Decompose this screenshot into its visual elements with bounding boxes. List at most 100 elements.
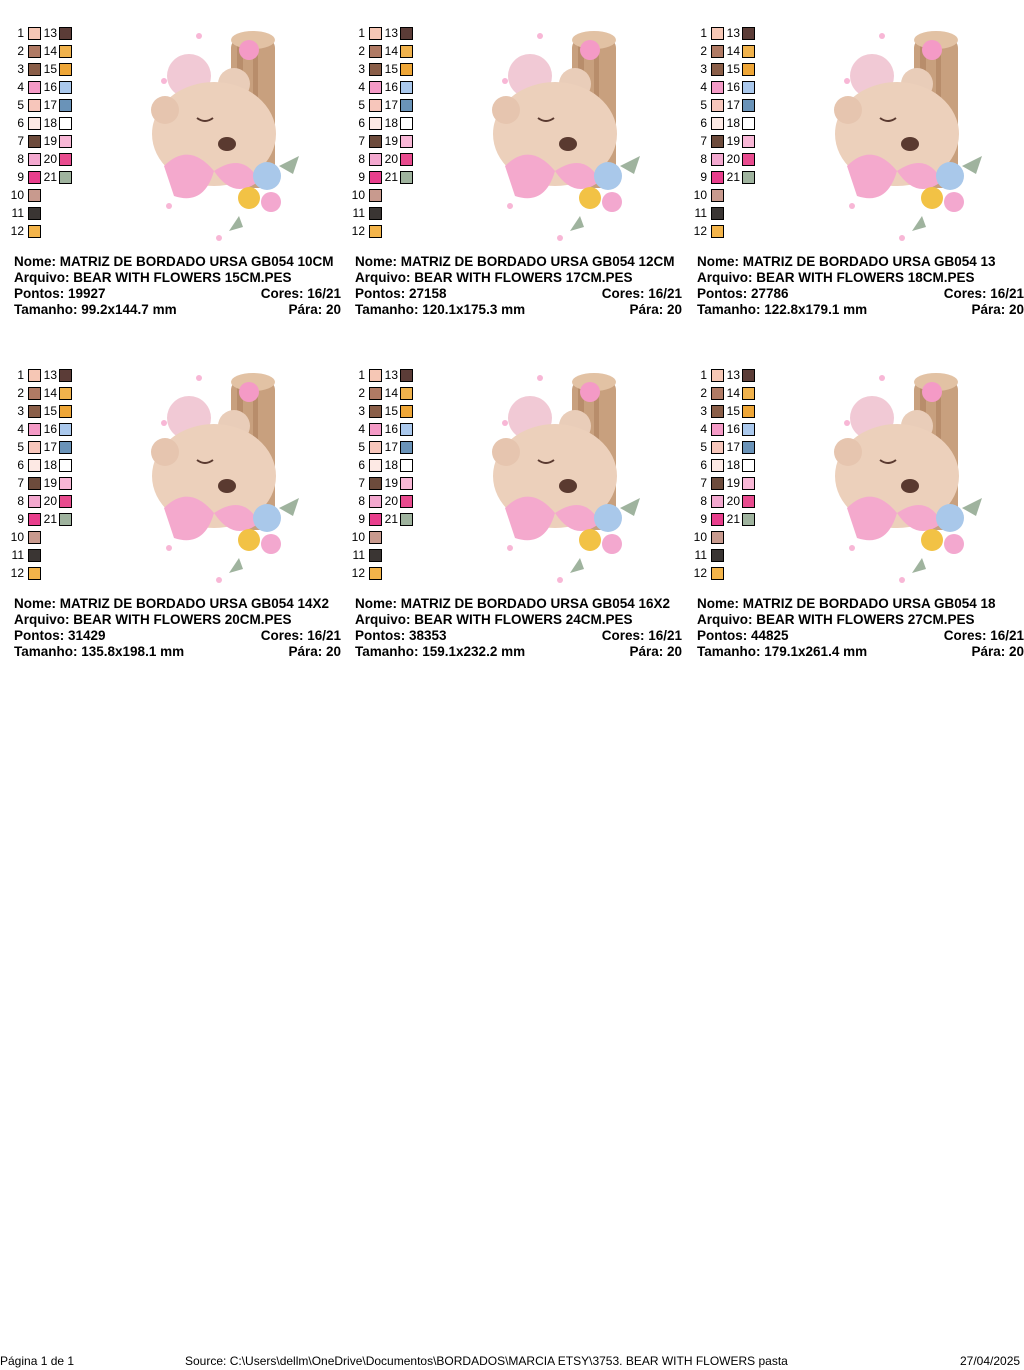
legend-number: 20 <box>384 494 398 508</box>
legend-number: 18 <box>43 458 57 472</box>
design-file: Arquivo: BEAR WITH FLOWERS 15CM.PES <box>14 270 292 285</box>
color-swatch <box>28 207 41 220</box>
info-line: Arquivo: BEAR WITH FLOWERS 20CM.PES <box>14 612 356 628</box>
legend-number: 5 <box>700 98 707 112</box>
color-swatch <box>711 549 724 562</box>
color-swatch <box>59 513 72 526</box>
color-swatch <box>742 27 755 40</box>
color-swatch <box>742 369 755 382</box>
legend-number: 6 <box>700 116 707 130</box>
design-card: 1 2 3 4 5 6 7 8 9 10 11 12 13 14 15 16 17 18 19 20 21 Nome: … <box>352 368 697 668</box>
color-swatch <box>742 495 755 508</box>
stitch-count: Pontos: 19927 <box>14 286 106 301</box>
color-swatch <box>369 207 382 220</box>
bear-embroidery-image <box>834 31 982 241</box>
legend-number: 10 <box>10 530 24 544</box>
design-size: Tamanho: 159.1x232.2 mm <box>355 644 526 659</box>
info-line: Nome: MATRIZ DE BORDADO URSA GB054 13 <box>697 254 1024 270</box>
color-swatch <box>28 189 41 202</box>
color-swatch <box>711 153 724 166</box>
color-swatch <box>369 27 382 40</box>
color-swatch <box>711 27 724 40</box>
legend-number: 17 <box>384 440 398 454</box>
legend-number: 11 <box>694 206 707 220</box>
legend-number: 18 <box>43 116 57 130</box>
legend-number: 17 <box>43 98 57 112</box>
color-count: Cores: 16/21 <box>601 286 682 301</box>
color-swatch <box>400 405 413 418</box>
legend-number: 6 <box>358 116 365 130</box>
color-swatch <box>28 369 41 382</box>
legend-number: 8 <box>17 152 24 166</box>
design-info: Nome: MATRIZ DE BORDADO URSA GB054 14X2 A… <box>14 596 356 660</box>
info-line: Arquivo: BEAR WITH FLOWERS 27CM.PES <box>697 612 1024 628</box>
legend-number: 10 <box>693 188 707 202</box>
legend-number: 4 <box>358 80 365 94</box>
legend-number: 11 <box>352 548 365 562</box>
color-swatch <box>369 459 382 472</box>
legend-number: 12 <box>351 566 365 580</box>
color-swatch <box>400 117 413 130</box>
legend-number: 21 <box>726 170 740 184</box>
color-swatch <box>711 459 724 472</box>
color-swatch <box>742 45 755 58</box>
legend-number: 11 <box>694 548 707 562</box>
legend-number: 16 <box>43 422 57 436</box>
color-swatch <box>59 423 72 436</box>
color-swatch <box>369 513 382 526</box>
color-swatch <box>369 171 382 184</box>
legend-number: 19 <box>384 476 398 490</box>
legend-number: 4 <box>17 80 24 94</box>
legend-number: 14 <box>726 386 740 400</box>
legend-number: 1 <box>358 368 365 382</box>
legend-number: 8 <box>358 152 365 166</box>
legend-number: 9 <box>358 170 365 184</box>
legend-number: 16 <box>384 80 398 94</box>
stops-count: Pára: 20 <box>971 644 1024 659</box>
design-info: Nome: MATRIZ DE BORDADO URSA GB054 18 Arq… <box>697 596 1024 660</box>
color-swatch <box>369 495 382 508</box>
color-swatch <box>28 423 41 436</box>
color-swatch <box>28 153 41 166</box>
info-line: Tamanho: 99.2x144.7 mm Pára: 20 <box>14 302 356 318</box>
stops-count: Pára: 20 <box>629 302 682 317</box>
color-swatch <box>59 117 72 130</box>
legend-number: 5 <box>17 440 24 454</box>
color-swatch <box>59 81 72 94</box>
legend-number: 11 <box>11 206 24 220</box>
color-swatch <box>369 369 382 382</box>
legend-number: 20 <box>726 494 740 508</box>
color-swatch <box>59 63 72 76</box>
legend-number: 19 <box>43 476 57 490</box>
legend-number: 2 <box>700 386 707 400</box>
color-swatch <box>59 99 72 112</box>
legend-number: 16 <box>43 80 57 94</box>
info-line: Pontos: 38353 Cores: 16/21 <box>355 628 697 644</box>
legend-number: 17 <box>384 98 398 112</box>
info-line: Arquivo: BEAR WITH FLOWERS 17CM.PES <box>355 270 697 286</box>
color-swatch <box>711 477 724 490</box>
info-line: Nome: MATRIZ DE BORDADO URSA GB054 10CM <box>14 254 356 270</box>
legend-number: 21 <box>384 170 398 184</box>
color-swatch <box>400 369 413 382</box>
legend-number: 1 <box>700 368 707 382</box>
legend-number: 5 <box>358 98 365 112</box>
design-file: Arquivo: BEAR WITH FLOWERS 24CM.PES <box>355 612 633 627</box>
info-line: Tamanho: 122.8x179.1 mm Pára: 20 <box>697 302 1024 318</box>
legend-number: 13 <box>384 368 398 382</box>
info-line: Tamanho: 179.1x261.4 mm Pára: 20 <box>697 644 1024 660</box>
legend-number: 20 <box>43 494 57 508</box>
legend-number: 2 <box>700 44 707 58</box>
legend-number: 12 <box>693 224 707 238</box>
color-swatch <box>28 81 41 94</box>
legend-number: 12 <box>10 566 24 580</box>
color-swatch <box>369 225 382 238</box>
legend-number: 6 <box>17 458 24 472</box>
legend-number: 12 <box>351 224 365 238</box>
design-name: Nome: MATRIZ DE BORDADO URSA GB054 18 <box>697 596 996 611</box>
color-swatch <box>742 153 755 166</box>
legend-number: 16 <box>726 80 740 94</box>
color-swatch <box>28 45 41 58</box>
stops-count: Pára: 20 <box>629 644 682 659</box>
legend-number: 3 <box>17 62 24 76</box>
